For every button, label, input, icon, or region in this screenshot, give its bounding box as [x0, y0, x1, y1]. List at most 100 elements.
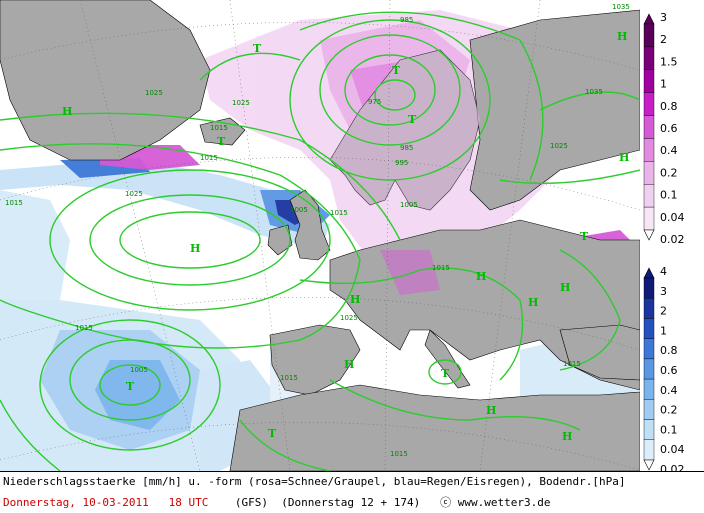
high-label: H	[617, 30, 627, 43]
pressure-centers: H H H H H H H H H H H T T T T T T T T	[62, 30, 629, 443]
isobars	[0, 11, 640, 471]
isobar-label: 1015	[75, 324, 93, 332]
snow-legend: 3 2 1.5 1 0.8 0.6 0.4 0.2 0.1 0.04 0.02	[643, 11, 685, 246]
legend-label: 0.1	[660, 189, 678, 202]
low-label: T	[580, 230, 589, 243]
legend-label: 0.04	[660, 211, 685, 224]
model-name: (GFS)	[234, 496, 268, 509]
isobar-label: 1015	[280, 374, 298, 382]
legend-label: 0.4	[660, 144, 678, 157]
legend-label: 0.4	[660, 384, 678, 397]
legend-label: 2	[660, 33, 667, 46]
legend-label: 0.1	[660, 423, 678, 436]
legend-label: 0.2	[660, 404, 678, 417]
high-label: H	[476, 270, 486, 283]
legend-label: 2	[660, 305, 667, 318]
isobar-label: 985	[400, 16, 413, 24]
isobar-label: 995	[395, 159, 408, 167]
map-description: Niederschlagsstaerke [mm/h] u. -form (ro…	[3, 475, 626, 488]
low-label: T	[217, 135, 226, 148]
isobar-label: 1015	[432, 264, 450, 272]
isobar-label: 1025	[340, 314, 358, 322]
legend-label: 0.04	[660, 443, 685, 456]
legend-swatch	[643, 115, 655, 139]
high-label: H	[560, 281, 570, 294]
legend-label: 3	[660, 11, 667, 24]
legend-label: 0.02	[660, 233, 685, 246]
legend-swatch	[643, 206, 655, 231]
high-label: H	[562, 430, 572, 443]
high-label: H	[350, 293, 360, 306]
credit-link[interactable]: ⓒ www.wetter3.de	[440, 496, 551, 509]
legend-label: 1.5	[660, 55, 678, 68]
low-label: T	[126, 380, 135, 393]
map-footer: Niederschlagsstaerke [mm/h] u. -form (ro…	[0, 471, 704, 513]
low-label: T	[268, 427, 277, 440]
legend-arrow-top	[643, 13, 655, 25]
legend-arrow-bottom	[643, 459, 655, 471]
isobar-label: 1025	[232, 99, 250, 107]
legend-swatch	[643, 277, 655, 299]
legend-swatch	[643, 439, 655, 461]
legend-swatch	[643, 161, 655, 185]
legend-swatch	[643, 378, 655, 400]
low-label: T	[441, 367, 450, 380]
legend-swatch	[643, 338, 655, 360]
legend-label: 1	[660, 324, 667, 337]
high-label: H	[190, 242, 200, 255]
isobar-label: 1005	[130, 366, 148, 374]
forecast-time: 18 UTC	[168, 496, 209, 509]
isobar-label: 1015	[390, 450, 408, 458]
high-label: H	[486, 404, 496, 417]
legend-label: 0.2	[660, 166, 678, 179]
isobar-label: 1015	[5, 199, 23, 207]
legend-label: 3	[660, 285, 667, 298]
isobar-label: 1035	[612, 3, 630, 11]
precipitation-legend: 3 2 1.5 1 0.8 0.6 0.4 0.2 0.1 0.04 0.02 4 3 2 1 0.8 0.6…	[640, 0, 704, 471]
legend-swatch	[643, 138, 655, 162]
high-label: H	[528, 296, 538, 309]
isobar-label: 1025	[125, 190, 143, 198]
legend-label: 4	[660, 265, 667, 278]
rain-legend: 4 3 2 1 0.8 0.6 0.4 0.2 0.1 0.04 0.02	[643, 265, 685, 471]
isobar-label: 1015	[330, 209, 348, 217]
isobar-label: 1005	[290, 206, 308, 214]
low-label: T	[253, 42, 262, 55]
isobar-label: 1035	[585, 88, 603, 96]
isobar-label: 1025	[145, 89, 163, 97]
legend-swatch	[643, 358, 655, 380]
legend-swatch	[643, 399, 655, 420]
legend-swatch	[643, 46, 655, 70]
legend-arrow-top	[643, 267, 655, 279]
graticule	[0, 0, 640, 471]
model-run: (Donnerstag 12 + 174)	[281, 496, 421, 509]
precipitation-map: 1025 1025 1015 1015 1025 1015 1015 1005 …	[0, 0, 640, 471]
isobar-label: 975	[368, 98, 381, 106]
isobar-label: 1005	[400, 201, 418, 209]
forecast-date: Donnerstag, 10-03-2011	[3, 496, 149, 509]
high-label: H	[344, 358, 354, 371]
legend-swatch	[643, 184, 655, 208]
low-label: T	[408, 113, 417, 126]
high-label: H	[62, 105, 72, 118]
high-label: H	[619, 151, 629, 164]
legend-swatch	[643, 92, 655, 116]
isobar-labels: 1025 1025 1015 1015 1025 1015 1015 1005 …	[5, 3, 630, 458]
legend-label: 1	[660, 78, 667, 91]
map-meta-line: Donnerstag, 10-03-2011 18 UTC (GFS) (Don…	[3, 494, 551, 510]
legend-swatch	[643, 419, 655, 440]
legend-label: 0.6	[660, 122, 678, 135]
legend-swatch	[643, 298, 655, 319]
legend-label: 0.8	[660, 344, 678, 357]
legend-label: 0.02	[660, 463, 685, 471]
isobar-label: 1015	[563, 360, 581, 368]
land-precip	[330, 50, 480, 295]
legend-label: 0.6	[660, 364, 678, 377]
isobar-label: 985	[400, 144, 413, 152]
legend-swatch	[643, 23, 655, 48]
legend-swatch	[643, 318, 655, 339]
isobar-label: 1015	[200, 154, 218, 162]
legend-label: 0.8	[660, 100, 678, 113]
isobar-label: 1025	[550, 142, 568, 150]
